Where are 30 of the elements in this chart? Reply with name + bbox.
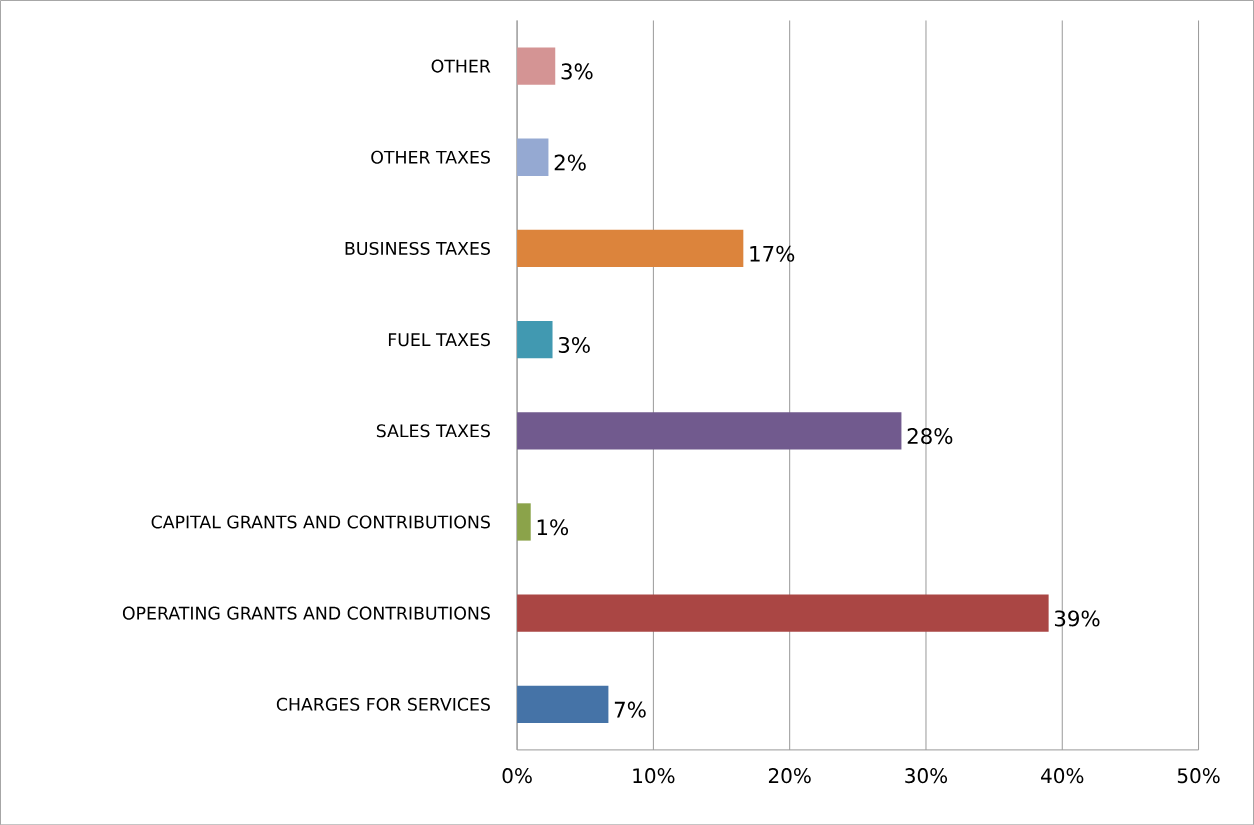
data-label: 3% bbox=[561, 63, 593, 80]
data-label: 39% bbox=[1054, 610, 1100, 627]
bar bbox=[517, 229, 744, 267]
x-tick-label: 30% bbox=[905, 767, 948, 784]
y-tick-label: BUSINESS TAXES bbox=[345, 241, 490, 255]
bar bbox=[517, 503, 531, 541]
bar bbox=[517, 320, 553, 359]
x-tick-label: 20% bbox=[768, 767, 811, 784]
data-label: 17% bbox=[750, 245, 795, 262]
data-label: 3% bbox=[558, 336, 590, 353]
y-tick-label: CHARGES FOR SERVICES bbox=[276, 697, 490, 711]
x-tick-label: 50% bbox=[1177, 767, 1220, 784]
bar bbox=[517, 411, 902, 450]
y-tick-label: SALES TAXES bbox=[376, 424, 490, 438]
data-label: 1% bbox=[537, 519, 569, 536]
data-label: 7% bbox=[614, 701, 646, 718]
y-tick-label: OPERATING GRANTS AND CONTRIBUTIONS bbox=[122, 606, 490, 620]
y-tick-label: OTHER bbox=[431, 59, 491, 73]
data-label: 28% bbox=[907, 427, 953, 444]
bar bbox=[517, 594, 1049, 632]
bar bbox=[517, 685, 609, 723]
x-tick-label: 10% bbox=[633, 767, 675, 784]
y-tick-label: CAPITAL GRANTS AND CONTRIBUTIONS bbox=[151, 515, 490, 529]
y-tick-label: OTHER TAXES bbox=[371, 150, 490, 164]
data-label: 2% bbox=[554, 154, 586, 171]
bar bbox=[517, 138, 549, 176]
bar bbox=[517, 47, 556, 85]
x-tick-label: 0% bbox=[502, 767, 532, 784]
x-tick-label: 40% bbox=[1041, 767, 1084, 784]
y-tick-label: FUEL TAXES bbox=[388, 332, 490, 346]
